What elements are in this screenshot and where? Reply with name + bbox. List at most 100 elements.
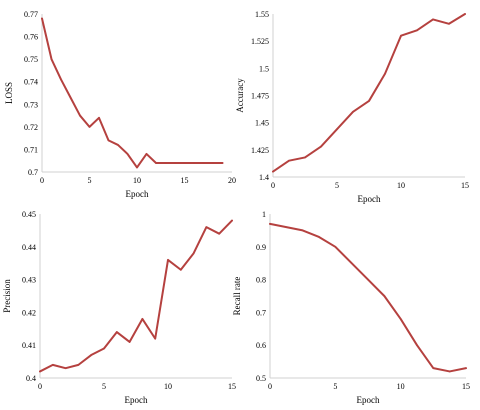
x-tick-label: 0 [268,382,272,391]
data-point [320,145,322,148]
x-axis-title: Epoch [358,194,381,204]
y-axis-title: LOSS [4,82,14,104]
data-point [318,236,320,238]
data-point [465,367,467,369]
data-point [183,162,186,164]
y-tick-label: 0.42 [22,308,36,317]
data-point [64,367,67,369]
chart-3: 0.4 0.41 0.42 0.43 0.44 0.45 0 5 10 15 Epoch Precis… [2,210,236,405]
data-point [432,367,435,369]
data-point [98,117,100,119]
data-point [269,223,271,225]
y-tick-label: 0.73 [24,100,38,109]
y-tick-label: 0.43 [22,276,36,285]
data-point [218,232,220,235]
data-point [154,337,156,340]
y-axis-title: Recall rate [232,277,242,316]
y-tick-label: 0.4 [26,374,36,383]
data-point [79,114,81,117]
data-point [52,364,54,366]
data-point [145,153,148,155]
y-tick-label: 0.74 [24,78,38,87]
data-point [384,72,386,75]
y-tick-label: 1.525 [251,37,269,46]
data-point [301,229,304,232]
data-point [288,159,290,162]
data-point [164,162,167,164]
x-tick-label: 15 [462,382,470,391]
data-point [399,318,402,320]
y-tick-label: 0.7 [256,308,266,317]
data-point [116,331,118,333]
y-axis-title: Accuracy [235,78,245,113]
y-tick-label: 1.4 [259,173,269,182]
y-tick-label: 0.9 [256,243,266,252]
y-tick-label: 0.5 [256,374,266,383]
data-point [192,252,195,255]
x-tick-label: 0 [271,181,275,190]
x-axis-title: Epoch [125,395,148,405]
data-point [50,58,53,60]
y-tick-label: 1.55 [255,10,269,19]
data-point [136,166,138,169]
series-line [39,219,233,373]
x-tick-label: 20 [228,176,236,185]
data-point [448,22,450,25]
x-tick-label: 5 [333,382,337,391]
y-tick-label: 0.44 [22,243,36,252]
data-point [231,219,233,222]
x-tick-label: 5 [335,181,339,190]
data-point [103,347,105,350]
chart-2: 1.4 1.425 1.45 1.475 1.5 1.525 1.55 0 5 10 15 Epoch… [235,10,469,204]
x-tick-label: 10 [397,181,405,190]
x-tick-label: 10 [133,176,141,185]
x-tick-label: 0 [40,176,44,185]
data-point [400,34,402,37]
data-point [304,156,306,159]
data-point [69,96,72,99]
data-point [90,354,92,356]
data-point [107,139,110,142]
x-tick-label: 0 [38,382,42,391]
y-tick-label: 0.8 [256,276,266,285]
x-tick-label: 10 [164,382,172,391]
y-tick-label: 1 [262,210,266,219]
data-point [432,18,434,21]
data-point [39,370,41,373]
data-point [221,162,224,164]
x-tick-label: 15 [181,176,189,185]
data-point [285,226,288,228]
y-tick-label: 0.76 [24,33,38,42]
x-tick-label: 15 [461,181,469,190]
data-point [60,78,62,81]
data-point [117,144,119,146]
series-line [272,13,466,173]
y-tick-label: 1.425 [251,146,269,155]
data-point [334,246,337,248]
y-tick-label: 0.71 [24,145,38,154]
data-point [180,268,182,271]
data-point [272,170,274,173]
data-point [336,128,338,130]
y-tick-label: 1.45 [255,119,269,128]
data-point [367,278,369,281]
chart-1: 0.7 0.71 0.72 0.73 0.74 0.75 0.76 0.77 0 5 10 15 20 E… [4,10,236,199]
y-tick-label: 0.7 [28,168,38,177]
data-point [352,111,354,113]
data-point [88,126,91,128]
data-point [205,226,208,228]
data-point [155,162,157,164]
series-line [269,222,467,373]
data-point [350,262,353,265]
x-tick-label: 15 [228,382,236,391]
x-tick-label: 5 [102,382,106,391]
data-point [126,153,129,155]
data-point [383,295,386,297]
y-tick-label: 1.475 [251,92,269,101]
data-point [416,29,418,32]
x-tick-label: 5 [88,176,92,185]
y-tick-label: 0.6 [256,341,266,350]
data-point [212,162,214,164]
y-tick-label: 1.5 [259,64,269,73]
